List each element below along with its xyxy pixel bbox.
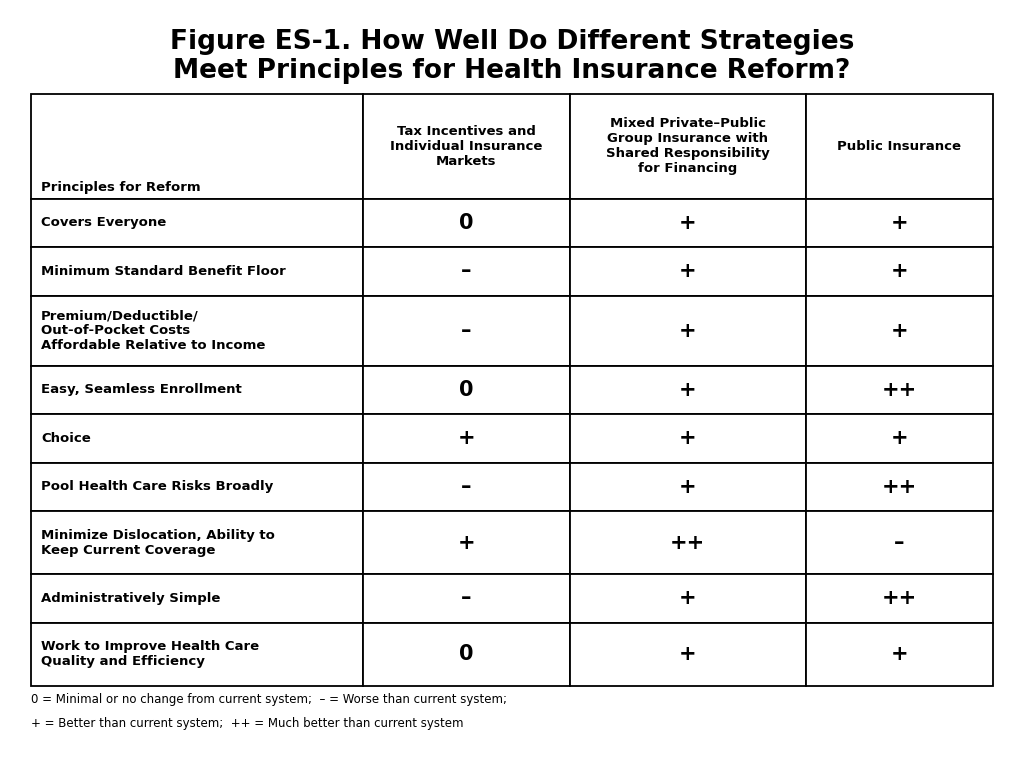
Text: Minimize Dislocation, Ability to
Keep Current Coverage: Minimize Dislocation, Ability to Keep Cu… — [41, 528, 274, 557]
Text: +: + — [679, 588, 696, 608]
Text: Public Insurance: Public Insurance — [838, 140, 962, 153]
Text: –: – — [461, 477, 471, 497]
Text: –: – — [461, 588, 471, 608]
Text: +: + — [891, 261, 908, 281]
Text: +: + — [679, 644, 696, 664]
Text: ++: ++ — [882, 588, 918, 608]
Text: +: + — [891, 429, 908, 449]
Text: Work to Improve Health Care
Quality and Efficiency: Work to Improve Health Care Quality and … — [41, 640, 259, 668]
Text: Premium/Deductible/
Out-of-Pocket Costs
Affordable Relative to Income: Premium/Deductible/ Out-of-Pocket Costs … — [41, 310, 265, 353]
Text: + = Better than current system;  ++ = Much better than current system: + = Better than current system; ++ = Muc… — [31, 717, 463, 730]
Text: +: + — [891, 321, 908, 341]
Text: Tax Incentives and
Individual Insurance
Markets: Tax Incentives and Individual Insurance … — [390, 124, 543, 167]
Text: 0: 0 — [459, 380, 473, 400]
Text: Choice: Choice — [41, 432, 91, 445]
Text: 0: 0 — [459, 213, 473, 233]
Text: +: + — [679, 321, 696, 341]
Text: Meet Principles for Health Insurance Reform?: Meet Principles for Health Insurance Ref… — [173, 58, 851, 84]
Text: Covers Everyone: Covers Everyone — [41, 217, 166, 230]
Text: +: + — [679, 261, 696, 281]
Text: +: + — [458, 532, 475, 552]
Text: Principles for Reform: Principles for Reform — [41, 181, 201, 194]
Text: +: + — [891, 213, 908, 233]
Text: Figure ES-1. How Well Do Different Strategies: Figure ES-1. How Well Do Different Strat… — [170, 29, 854, 55]
Text: Administratively Simple: Administratively Simple — [41, 592, 220, 604]
Text: +: + — [458, 429, 475, 449]
Text: 0: 0 — [459, 644, 473, 664]
Text: ++: ++ — [670, 532, 706, 552]
Text: +: + — [679, 213, 696, 233]
Text: Minimum Standard Benefit Floor: Minimum Standard Benefit Floor — [41, 265, 286, 278]
Text: –: – — [461, 261, 471, 281]
Text: +: + — [679, 380, 696, 400]
Text: –: – — [461, 321, 471, 341]
Text: 0 = Minimal or no change from current system;  – = Worse than current system;: 0 = Minimal or no change from current sy… — [31, 693, 507, 706]
Text: Easy, Seamless Enrollment: Easy, Seamless Enrollment — [41, 383, 242, 396]
Text: +: + — [891, 644, 908, 664]
Text: Pool Health Care Risks Broadly: Pool Health Care Risks Broadly — [41, 480, 273, 493]
Text: +: + — [679, 429, 696, 449]
Text: –: – — [894, 532, 904, 552]
Text: ++: ++ — [882, 477, 918, 497]
Text: +: + — [679, 477, 696, 497]
Text: ++: ++ — [882, 380, 918, 400]
Text: Mixed Private–Public
Group Insurance with
Shared Responsibility
for Financing: Mixed Private–Public Group Insurance wit… — [606, 118, 770, 175]
